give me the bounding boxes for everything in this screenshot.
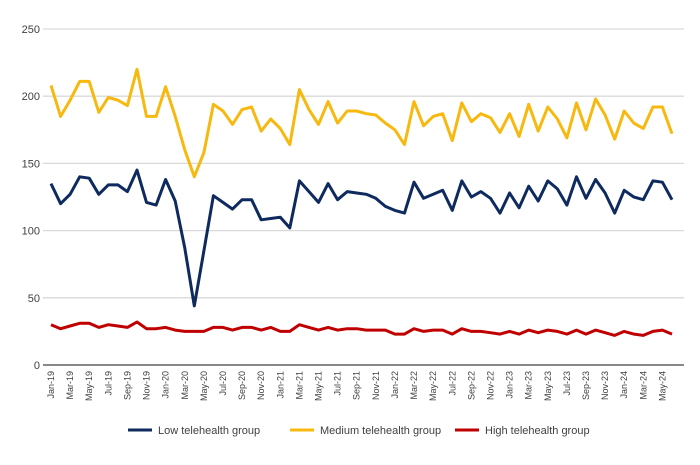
x-tick-label: Jul-21 <box>333 371 343 396</box>
x-tick-label: Nov-21 <box>371 371 381 400</box>
legend-label: Low telehealth group <box>158 425 260 437</box>
x-tick-label: Nov-22 <box>485 371 495 400</box>
y-tick-label: 150 <box>22 158 40 170</box>
x-tick-label: Sep-19 <box>122 371 132 400</box>
x-tick-label: Jul-23 <box>562 371 572 396</box>
x-tick-label: Nov-23 <box>600 371 610 400</box>
x-tick-label: Sep-21 <box>352 371 362 400</box>
y-tick-label: 0 <box>34 360 40 372</box>
series-line-high <box>50 320 673 337</box>
x-tick-label: May-23 <box>543 371 553 401</box>
x-tick-label: Jan-20 <box>161 371 171 399</box>
x-tick-label: Mar-24 <box>638 371 648 400</box>
x-tick-label: Jan-24 <box>619 371 629 399</box>
x-tick-label: Mar-22 <box>409 371 419 400</box>
x-tick-label: Sep-22 <box>466 371 476 400</box>
x-tick-label: May-21 <box>314 371 324 401</box>
x-tick-label: Jul-20 <box>218 371 228 396</box>
x-tick-label: Jul-19 <box>103 371 113 396</box>
series-line-low <box>49 168 674 308</box>
y-tick-label: 200 <box>22 91 40 103</box>
x-tick-label: Mar-19 <box>65 371 75 400</box>
x-tick-label: Jan-23 <box>505 371 515 399</box>
x-tick-label: Sep-23 <box>581 371 591 400</box>
x-tick-label: Mar-21 <box>294 371 304 400</box>
x-tick-label: May-22 <box>428 371 438 401</box>
y-tick-label: 250 <box>22 24 40 36</box>
x-tick-label: May-19 <box>84 371 94 401</box>
legend-label: Medium telehealth group <box>320 425 441 437</box>
legend-label: High telehealth group <box>485 425 590 437</box>
x-tick-label: Jan-21 <box>275 371 285 399</box>
x-tick-label: Mar-20 <box>180 371 190 400</box>
x-tick-label: Jul-22 <box>447 371 457 396</box>
x-tick-label: Sep-20 <box>237 371 247 400</box>
x-tick-label: Jan-19 <box>46 371 56 399</box>
series-line-medium <box>49 67 674 179</box>
x-tick-label: Mar-23 <box>524 371 534 400</box>
x-tick-label: May-20 <box>199 371 209 401</box>
y-tick-label: 100 <box>22 226 40 238</box>
x-tick-label: Jan-22 <box>390 371 400 399</box>
x-tick-label: Nov-19 <box>142 371 152 400</box>
x-tick-label: Nov-20 <box>256 371 266 400</box>
x-tick-label: May-24 <box>657 371 667 401</box>
y-tick-label: 50 <box>28 293 40 305</box>
